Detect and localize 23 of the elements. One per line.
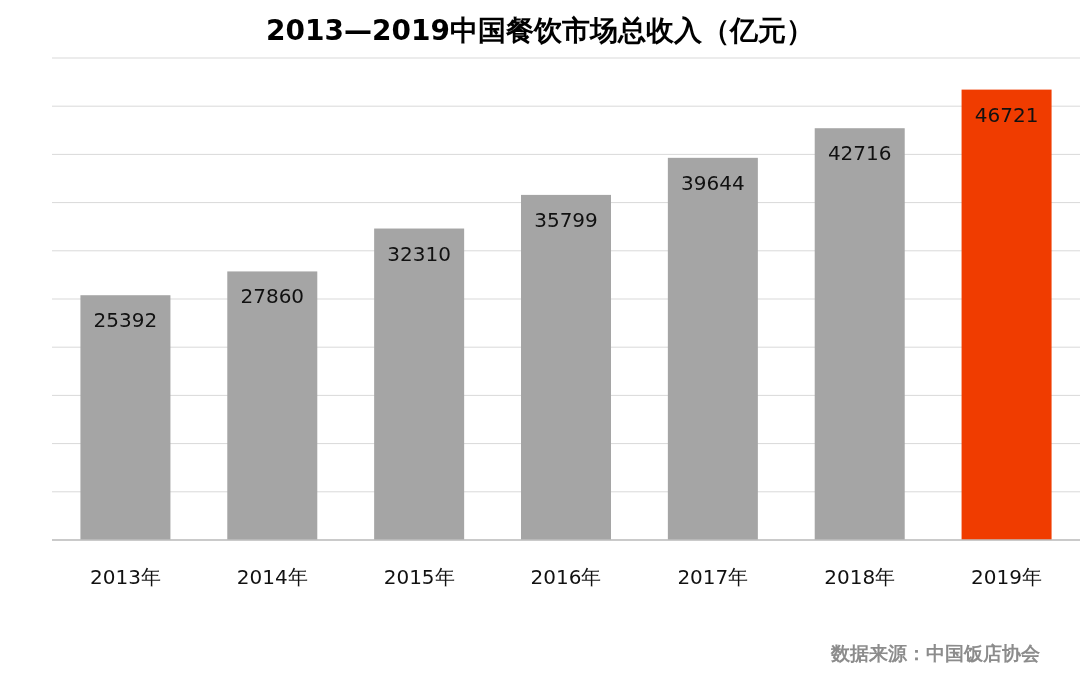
x-tick-label: 2014年 [236, 565, 308, 589]
bar [521, 194, 611, 540]
bar [961, 89, 1052, 540]
data-label: 25392 [93, 308, 158, 333]
bar [227, 271, 318, 540]
x-tick-label: 2015年 [383, 565, 455, 589]
x-tick-label: 2019年 [971, 565, 1043, 589]
bar [667, 157, 758, 540]
chart-title: 2013—2019中国餐饮市场总收入（亿元） [266, 14, 814, 47]
x-tick-label: 2016年 [530, 565, 602, 589]
x-tick-label: 2018年 [824, 565, 896, 589]
source-note: 数据来源：中国饭店协会 [830, 642, 1041, 664]
data-label: 39644 [681, 170, 745, 195]
data-label: 32310 [387, 241, 451, 266]
bar [374, 228, 465, 540]
x-tick-label: 2013年 [89, 565, 161, 589]
x-tick-label: 2017年 [677, 565, 749, 589]
data-label: 35799 [534, 207, 598, 232]
data-label: 27860 [240, 284, 305, 309]
data-label: 46721 [974, 102, 1039, 127]
bar [80, 295, 171, 540]
bar [814, 128, 905, 540]
data-label: 42716 [827, 141, 892, 166]
